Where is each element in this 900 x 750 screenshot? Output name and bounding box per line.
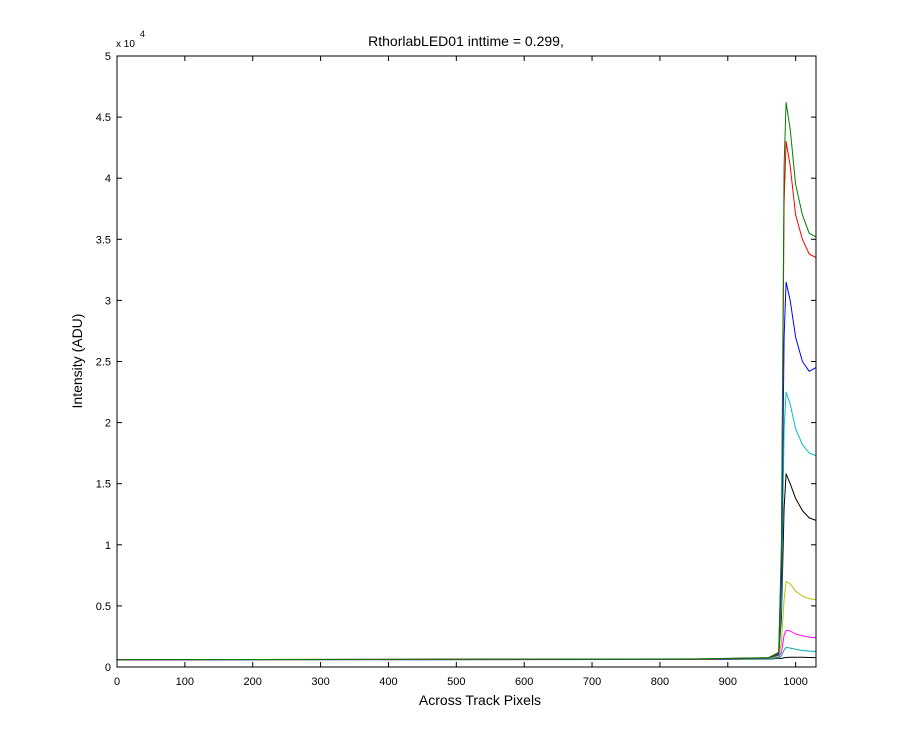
y-tick-label: 0.5 (96, 601, 111, 613)
x-tick-label: 1000 (783, 676, 807, 688)
y-tick-label: 1 (105, 540, 111, 552)
plot-area (117, 56, 816, 667)
y-axis-label: Intensity (ADU) (69, 314, 85, 409)
y-tick-label: 3.5 (96, 234, 111, 246)
x-tick-label: 400 (379, 676, 397, 688)
y-tick-label: 5 (105, 51, 111, 63)
x-tick-label: 900 (719, 676, 737, 688)
y-tick-label: 1.5 (96, 479, 111, 491)
x-axis-ticks: 0 100 200 300 400 500 600 700 800 900 1000 (114, 56, 808, 688)
chart-title: RthorlabLED01 inttime = 0.299, (368, 33, 564, 49)
x-tick-label: 600 (515, 676, 533, 688)
y-tick-label: 4 (105, 173, 111, 185)
y-axis-ticks: 0 0.5 1 1.5 2 2.5 3 3.5 4 4.5 5 (96, 51, 816, 674)
y-tick-label: 2.5 (96, 357, 111, 369)
x-tick-label: 500 (447, 676, 465, 688)
y-tick-label: 2 (105, 418, 111, 430)
y-tick-label: 0 (105, 662, 111, 674)
y-exponent-power: 4 (140, 29, 145, 39)
x-tick-label: 100 (176, 676, 194, 688)
x-tick-label: 800 (651, 676, 669, 688)
x-axis-label: Across Track Pixels (419, 692, 541, 708)
x-tick-label: 200 (244, 676, 262, 688)
y-tick-label: 3 (105, 295, 111, 307)
series-layer (116, 101, 817, 661)
x-tick-label: 300 (311, 676, 329, 688)
x-tick-label: 0 (114, 676, 120, 688)
series-line-9 (116, 101, 817, 661)
x-tick-label: 700 (583, 676, 601, 688)
y-exponent-label: x 10 (116, 39, 135, 50)
y-tick-label: 4.5 (96, 112, 111, 124)
